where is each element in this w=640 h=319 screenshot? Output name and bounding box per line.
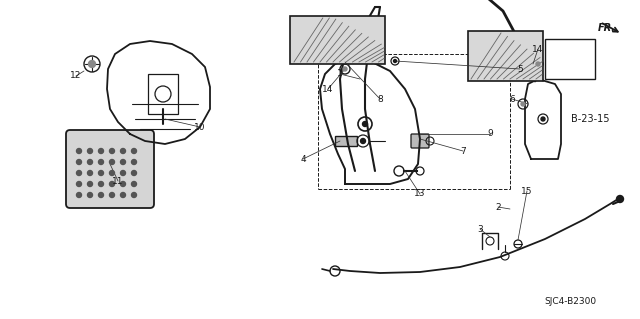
Text: 11: 11 bbox=[112, 176, 124, 186]
Bar bbox=[148, 74, 178, 114]
Circle shape bbox=[109, 182, 115, 187]
Circle shape bbox=[109, 149, 115, 153]
Text: 4: 4 bbox=[300, 154, 306, 164]
Text: 7: 7 bbox=[460, 146, 466, 155]
Circle shape bbox=[131, 192, 136, 197]
Circle shape bbox=[120, 170, 125, 175]
Text: 10: 10 bbox=[195, 122, 205, 131]
Circle shape bbox=[521, 102, 525, 106]
Text: SJC4-B2300: SJC4-B2300 bbox=[544, 296, 596, 306]
Text: B-23-15: B-23-15 bbox=[571, 114, 609, 124]
Circle shape bbox=[77, 160, 81, 165]
Circle shape bbox=[77, 192, 81, 197]
Text: 15: 15 bbox=[521, 187, 532, 196]
Circle shape bbox=[120, 182, 125, 187]
Circle shape bbox=[131, 149, 136, 153]
Circle shape bbox=[99, 182, 104, 187]
Circle shape bbox=[77, 182, 81, 187]
Circle shape bbox=[77, 149, 81, 153]
Circle shape bbox=[99, 170, 104, 175]
Bar bbox=[335, 136, 357, 146]
Bar bbox=[545, 39, 595, 79]
Text: 3: 3 bbox=[477, 225, 483, 234]
Circle shape bbox=[109, 170, 115, 175]
Bar bbox=[290, 16, 385, 64]
Circle shape bbox=[109, 192, 115, 197]
Circle shape bbox=[88, 170, 93, 175]
Circle shape bbox=[88, 61, 95, 68]
Circle shape bbox=[99, 192, 104, 197]
Circle shape bbox=[88, 182, 93, 187]
Text: 8: 8 bbox=[377, 94, 383, 103]
FancyBboxPatch shape bbox=[66, 130, 154, 208]
Text: 6: 6 bbox=[509, 94, 515, 103]
Circle shape bbox=[131, 160, 136, 165]
Circle shape bbox=[88, 160, 93, 165]
Text: 9: 9 bbox=[487, 130, 493, 138]
Circle shape bbox=[360, 138, 365, 144]
Circle shape bbox=[88, 149, 93, 153]
Text: 5: 5 bbox=[517, 64, 523, 73]
Text: 2: 2 bbox=[495, 203, 501, 211]
Circle shape bbox=[131, 170, 136, 175]
Circle shape bbox=[616, 196, 623, 203]
Circle shape bbox=[362, 122, 367, 127]
Circle shape bbox=[394, 60, 397, 63]
FancyBboxPatch shape bbox=[411, 134, 429, 148]
Circle shape bbox=[99, 149, 104, 153]
Circle shape bbox=[120, 160, 125, 165]
Circle shape bbox=[77, 170, 81, 175]
Text: 14: 14 bbox=[323, 85, 333, 93]
Text: 13: 13 bbox=[414, 189, 426, 198]
Text: FR.: FR. bbox=[598, 23, 616, 33]
Circle shape bbox=[109, 160, 115, 165]
Circle shape bbox=[131, 182, 136, 187]
Circle shape bbox=[536, 62, 540, 66]
Circle shape bbox=[88, 192, 93, 197]
Circle shape bbox=[541, 117, 545, 121]
Circle shape bbox=[343, 67, 347, 71]
Bar bbox=[468, 31, 543, 81]
Circle shape bbox=[120, 192, 125, 197]
Circle shape bbox=[120, 149, 125, 153]
Text: 14: 14 bbox=[532, 44, 544, 54]
Text: 12: 12 bbox=[70, 71, 82, 80]
Text: 1: 1 bbox=[337, 70, 343, 78]
Circle shape bbox=[99, 160, 104, 165]
